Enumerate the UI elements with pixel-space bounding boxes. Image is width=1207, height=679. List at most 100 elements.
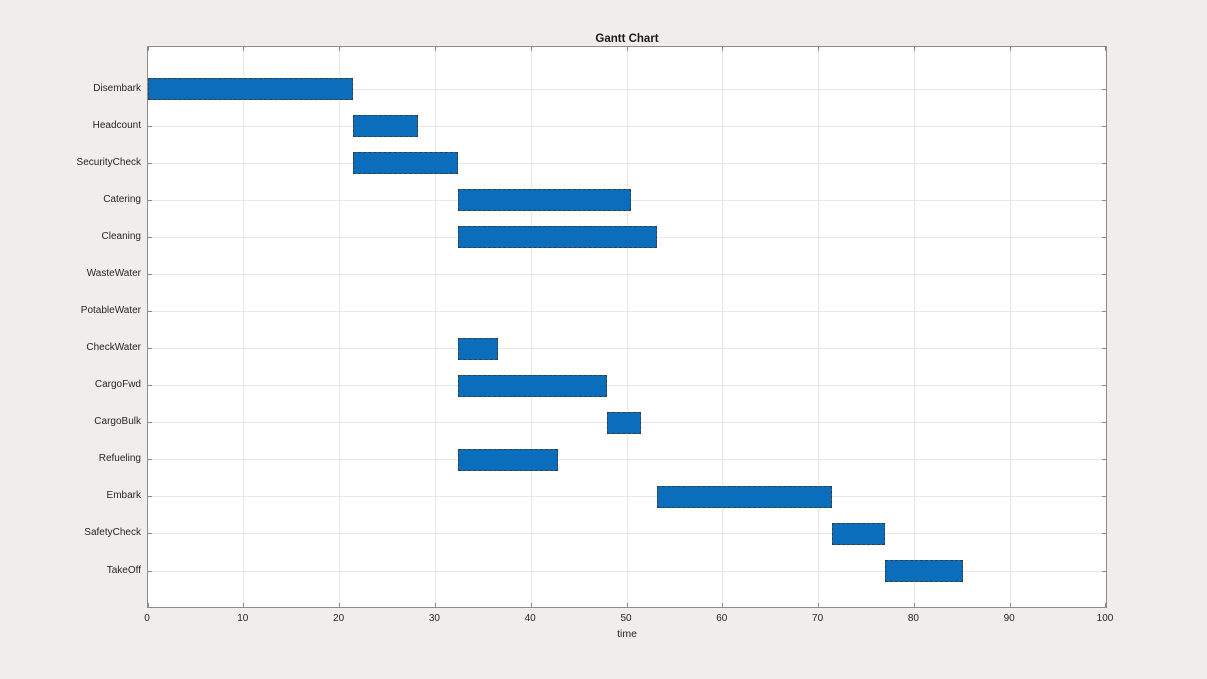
y-tick-right: [1102, 385, 1106, 387]
x-tick-bottom: [818, 603, 820, 607]
x-tick-label: 50: [620, 613, 632, 624]
gantt-bar-cleaning: [458, 226, 657, 249]
gantt-bar-cargobulk: [606, 411, 642, 434]
x-tick-top: [434, 47, 436, 51]
gantt-bar-takeoff: [884, 560, 964, 582]
horizontal-gridline: [148, 533, 1106, 535]
y-category-label: SafetyCheck: [84, 527, 141, 539]
x-tick-top: [530, 47, 532, 51]
x-tick-top: [818, 47, 820, 51]
horizontal-gridline: [148, 385, 1106, 387]
x-tick-label: 40: [524, 613, 536, 624]
gantt-bar-headcount: [353, 115, 419, 138]
plot-canvas: [148, 47, 1106, 607]
x-tick-top: [626, 47, 628, 51]
y-tick-right: [1102, 199, 1106, 201]
gantt-bar-securitycheck: [353, 152, 459, 175]
y-tick-right: [1102, 273, 1106, 275]
y-category-label: CargoBulk: [94, 416, 141, 428]
x-tick-bottom: [148, 603, 149, 607]
x-tick-top: [148, 47, 149, 51]
x-tick-bottom: [1009, 603, 1011, 607]
y-tick-right: [1102, 496, 1106, 498]
y-category-label: Embark: [106, 490, 141, 502]
x-tick-label: 100: [1096, 613, 1114, 624]
y-category-label: Refueling: [98, 453, 141, 465]
y-tick-left: [148, 125, 152, 127]
y-tick-right: [1102, 236, 1106, 238]
x-tick-bottom: [1105, 603, 1106, 607]
y-tick-left: [148, 496, 152, 498]
horizontal-gridline: [148, 125, 1106, 127]
x-tick-label: 20: [333, 613, 345, 624]
gantt-bar-catering: [458, 189, 631, 212]
vertical-gridline: [1009, 47, 1011, 607]
y-tick-right: [1102, 162, 1106, 164]
x-tick-label: 80: [907, 613, 919, 624]
horizontal-gridline: [148, 88, 1106, 90]
y-category-label: Disembark: [93, 82, 141, 94]
y-tick-right: [1102, 533, 1106, 535]
x-tick-label: 0: [144, 613, 150, 624]
y-tick-right: [1102, 125, 1106, 127]
gantt-bar-cargofwd: [458, 374, 607, 397]
y-tick-right: [1102, 88, 1106, 90]
x-axis-label: time: [617, 628, 637, 640]
horizontal-gridline: [148, 310, 1106, 312]
gantt-bar-safetycheck: [832, 522, 885, 545]
x-tick-bottom: [434, 603, 436, 607]
y-tick-left: [148, 310, 152, 312]
y-tick-left: [148, 236, 152, 238]
horizontal-gridline: [148, 459, 1106, 461]
x-tick-top: [243, 47, 245, 51]
horizontal-gridline: [148, 570, 1106, 572]
y-category-label: SecurityCheck: [76, 156, 141, 168]
x-tick-top: [1105, 47, 1106, 51]
gantt-bar-refueling: [458, 448, 559, 471]
y-tick-right: [1102, 310, 1106, 312]
y-tick-right: [1102, 348, 1106, 350]
x-tick-label: 90: [1003, 613, 1015, 624]
y-category-label: Headcount: [92, 119, 141, 131]
horizontal-gridline: [148, 273, 1106, 275]
gantt-bar-checkwater: [458, 337, 498, 360]
chart-title: Gantt Chart: [595, 33, 659, 45]
y-tick-left: [148, 570, 152, 572]
y-category-label: Catering: [103, 193, 141, 205]
gantt-bar-embark: [656, 485, 832, 508]
y-category-label: WasteWater: [86, 267, 141, 279]
plot-area: [147, 46, 1107, 608]
x-tick-bottom: [243, 603, 245, 607]
horizontal-gridline: [148, 348, 1106, 350]
y-tick-left: [148, 199, 152, 201]
vertical-gridline: [722, 47, 724, 607]
x-tick-bottom: [913, 603, 915, 607]
gantt-bar-disembark: [148, 78, 353, 100]
vertical-gridline: [434, 47, 436, 607]
x-tick-top: [1009, 47, 1011, 51]
vertical-gridline: [913, 47, 915, 607]
horizontal-gridline: [148, 162, 1106, 164]
x-tick-bottom: [722, 603, 724, 607]
x-tick-top: [722, 47, 724, 51]
y-tick-right: [1102, 422, 1106, 424]
vertical-gridline: [626, 47, 628, 607]
x-tick-top: [913, 47, 915, 51]
vertical-gridline: [818, 47, 820, 607]
y-tick-left: [148, 459, 152, 461]
y-category-label: TakeOff: [106, 564, 141, 576]
x-tick-label: 10: [237, 613, 249, 624]
y-category-label: CheckWater: [86, 342, 141, 354]
x-tick-bottom: [530, 603, 532, 607]
x-tick-top: [339, 47, 341, 51]
y-category-label: PotableWater: [80, 304, 141, 316]
vertical-gridline: [530, 47, 532, 607]
y-tick-right: [1102, 570, 1106, 572]
y-category-label: Cleaning: [101, 230, 141, 242]
y-tick-left: [148, 162, 152, 164]
vertical-gridline: [243, 47, 245, 607]
y-tick-right: [1102, 459, 1106, 461]
x-tick-bottom: [626, 603, 628, 607]
y-tick-left: [148, 422, 152, 424]
